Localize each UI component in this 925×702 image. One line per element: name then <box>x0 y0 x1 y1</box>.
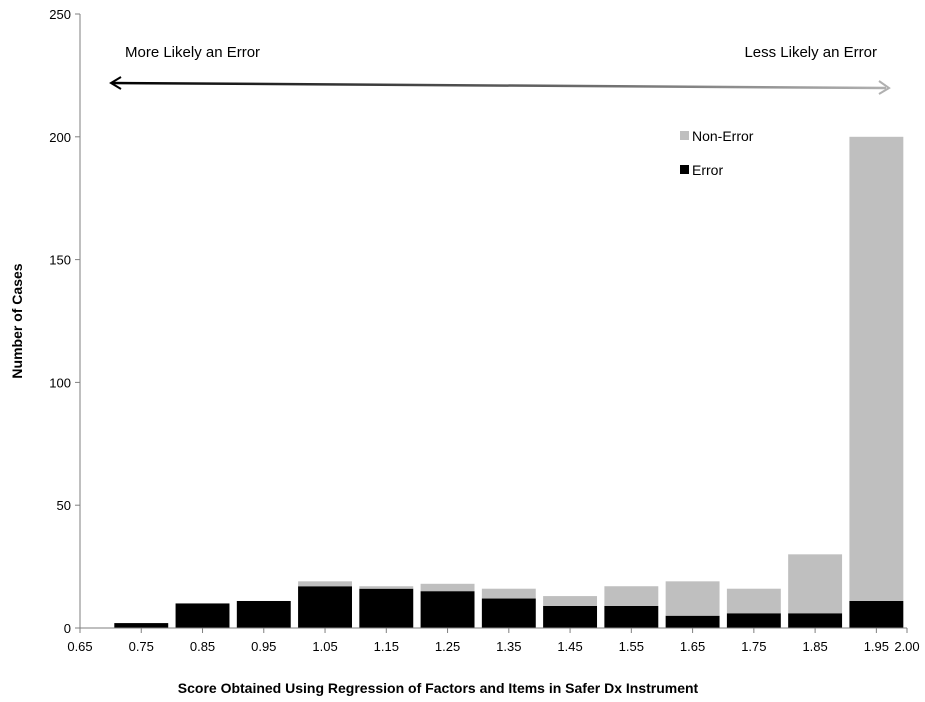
x-tick-label: 1.75 <box>741 639 766 654</box>
bar-error <box>298 586 352 628</box>
bar-error <box>849 600 904 628</box>
x-axis-title: Score Obtained Using Regression of Facto… <box>178 680 699 696</box>
legend-swatch-error <box>680 165 689 174</box>
bar-error <box>543 605 598 628</box>
legend-swatch-non-error <box>680 131 689 140</box>
x-tick-label: 1.15 <box>374 639 399 654</box>
x-tick-label: 1.25 <box>435 639 460 654</box>
bar-error <box>604 605 659 628</box>
legend-label-non-error: Non-Error <box>692 128 754 144</box>
y-tick-label: 150 <box>49 253 71 268</box>
x-tick-label: 1.95 <box>864 639 889 654</box>
bar-error <box>726 613 781 628</box>
bar-non-error <box>420 583 475 592</box>
x-tick-label: 0.75 <box>129 639 154 654</box>
y-tick-label: 250 <box>49 7 71 22</box>
bar-error <box>788 613 843 628</box>
y-axis-title: Number of Cases <box>9 263 25 378</box>
x-tick-label: 0.95 <box>251 639 276 654</box>
y-tick-label: 200 <box>49 130 71 145</box>
bar-non-error <box>359 586 414 589</box>
bar-non-error <box>298 581 352 587</box>
more-likely-error-label: More Likely an Error <box>125 44 260 61</box>
legend-label-error: Error <box>692 162 723 178</box>
bar-non-error <box>665 581 720 616</box>
x-tick-label: 1.65 <box>680 639 705 654</box>
legend: Non-Error Error <box>680 128 754 178</box>
x-tick-label: 1.85 <box>802 639 827 654</box>
direction-arrow <box>109 76 891 95</box>
y-tick-label: 0 <box>64 621 71 636</box>
bar-error <box>114 623 169 628</box>
x-tick-label: 1.55 <box>619 639 644 654</box>
bar-non-error <box>849 136 904 601</box>
x-tick-label: 1.35 <box>496 639 521 654</box>
bar-error <box>665 615 720 628</box>
x-tick-label: 2.00 <box>894 639 919 654</box>
x-tick-label: 1.05 <box>312 639 337 654</box>
bar-error <box>175 603 230 628</box>
bar-non-error <box>726 588 781 614</box>
y-tick-label: 100 <box>49 375 71 390</box>
bar-group <box>114 136 904 628</box>
bar-non-error <box>543 596 598 606</box>
x-tick-group: 0.65 0.75 0.85 0.95 1.05 1.15 1.25 1.35 1.45 1.55… <box>67 628 920 654</box>
arrow-right-head <box>878 80 891 95</box>
x-tick-label: 0.65 <box>67 639 92 654</box>
bar-error <box>236 600 291 628</box>
x-tick-label: 1.45 <box>557 639 582 654</box>
less-likely-error-label: Less Likely an Error <box>744 44 877 61</box>
bar-non-error <box>604 586 659 606</box>
y-tick-label: 50 <box>57 498 71 513</box>
y-tick-group: 0 50 100 150 200 250 <box>49 7 80 636</box>
bar-error <box>420 591 475 628</box>
bar-non-error <box>788 554 843 614</box>
bar-error <box>481 598 536 628</box>
arrow-left-head <box>109 76 122 90</box>
bar-non-error <box>481 588 536 599</box>
bar-error <box>359 588 414 628</box>
x-tick-label: 0.85 <box>190 639 215 654</box>
